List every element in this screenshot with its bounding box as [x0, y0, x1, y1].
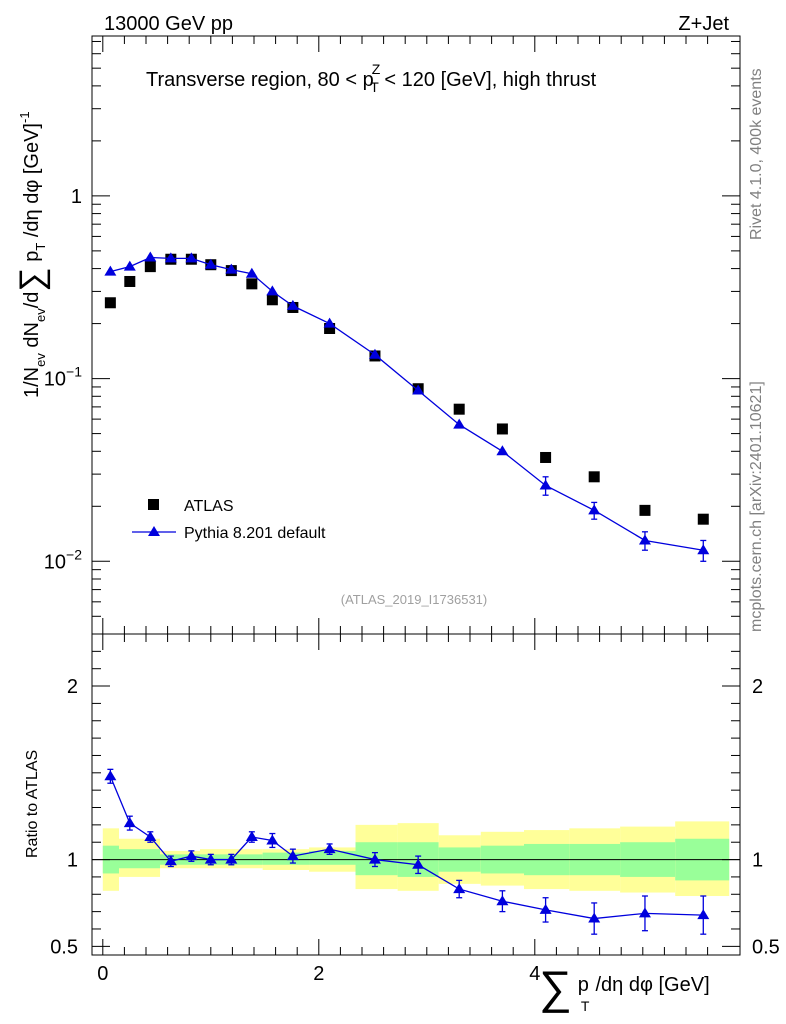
ratio-pythia-point	[185, 850, 198, 861]
ratio-pythia-point	[245, 831, 258, 842]
atlas-point	[124, 275, 136, 287]
ratio-pythia-point	[539, 903, 552, 914]
ratio-panel: 2 1 0.5 2 1 0.5 0 2 4 Ratio to ATLAS ∑ p T…	[24, 633, 780, 1014]
pythia-point	[453, 418, 466, 429]
legend-marker-atlas	[148, 499, 159, 510]
atlas-point	[266, 294, 278, 306]
pythia-point	[164, 252, 177, 263]
ratio-pythia-point	[453, 883, 466, 894]
pythia-point	[266, 285, 279, 296]
ratio-pythia-point	[266, 834, 279, 845]
ratio-pythia-point	[104, 770, 117, 781]
ratio-ytick-label-0.5: 0.5	[50, 936, 78, 958]
legend-label-pythia: Pythia 8.201 default	[184, 525, 326, 542]
xtick-label-4: 4	[529, 963, 540, 985]
legend: ATLAS Pythia 8.201 default	[132, 498, 326, 542]
xtick-labels: 0 2 4	[97, 963, 540, 985]
main-series	[104, 251, 710, 562]
ratio-series	[104, 768, 710, 935]
analysis-id-label: (ATLAS_2019_I1736531)	[341, 592, 487, 607]
pythia-point	[697, 544, 710, 555]
ratio-ytick-label-right-0.5: 0.5	[752, 936, 780, 958]
atlas-point	[324, 322, 336, 334]
pythia-point	[225, 263, 238, 274]
process-label: Z+Jet	[678, 13, 729, 35]
pythia-point	[368, 348, 381, 359]
ytick-label-1: 1	[71, 186, 82, 208]
legend-marker-pythia	[148, 526, 160, 536]
mcplots-label: mcplots.cern.ch [arXiv:2401.10621]	[748, 381, 765, 632]
ytick-label-0.01: 10−2	[44, 546, 82, 573]
ratio-ytick-labels: 2 1 0.5	[50, 676, 78, 958]
ytick-label-0.1: 10−1	[44, 364, 82, 391]
atlas-point	[144, 261, 156, 273]
pythia-point	[496, 445, 509, 456]
ratio-pythia-point	[204, 853, 217, 864]
legend-label-atlas: ATLAS	[184, 498, 234, 515]
ratio-ticks	[92, 634, 740, 955]
energy-label: 13000 GeV pp	[104, 13, 233, 35]
ratio-ytick-label-right-1: 1	[752, 850, 763, 872]
pythia-point	[185, 252, 198, 263]
chart-title: Transverse region, 80 < pZ T < 120 [GeV],…	[146, 61, 597, 95]
ratio-bands	[102, 821, 730, 897]
ratio-pythia-point	[323, 843, 336, 854]
ratio-pythia-point	[368, 853, 381, 864]
ratio-pythia-point	[697, 909, 710, 920]
main-ticks	[92, 36, 740, 635]
ratio-ytick-label-right-2: 2	[752, 676, 763, 698]
atlas-point	[246, 278, 258, 290]
ratio-y-axis-label: Ratio to ATLAS	[24, 750, 41, 858]
ratio-ytick-label-2: 2	[67, 676, 78, 698]
ratio-ytick-labels-right: 2 1 0.5	[752, 676, 780, 958]
main-ytick-labels: 1 10−1 10−2	[44, 186, 82, 573]
ratio-pythia-point	[286, 850, 299, 861]
atlas-point	[104, 297, 116, 309]
atlas-point	[496, 423, 508, 435]
x-axis-label: ∑ p T/dη dφ [GeV]	[539, 961, 710, 1014]
atlas-point	[697, 513, 709, 525]
main-y-axis-label: 1/Nev dNev/d∑ pT /dη dφ [GeV]-1	[13, 111, 51, 398]
ratio-pythia-point	[164, 855, 177, 866]
atlas-point	[453, 403, 465, 415]
rivet-version-label: Rivet 4.1.0, 400k events	[748, 68, 765, 240]
xtick-label-0: 0	[97, 963, 108, 985]
ratio-pythia-point	[496, 895, 509, 906]
ratio-band-inner	[309, 850, 356, 865]
main-panel: 1 10−1 10−2 Transverse region, 80 < pZ T …	[13, 35, 741, 635]
ratio-pythia-point	[225, 853, 238, 864]
pythia-point	[245, 267, 258, 278]
ratio-pythia-point	[588, 912, 601, 923]
xtick-label-2: 2	[313, 963, 324, 985]
atlas-point	[588, 471, 600, 483]
pythia-point	[204, 258, 217, 269]
pythia-point	[323, 317, 336, 328]
ratio-pythia-point	[144, 831, 157, 842]
ratio-pythia-point	[638, 907, 651, 918]
pythia-point	[539, 479, 552, 490]
atlas-point	[540, 451, 552, 463]
pythia-point	[104, 265, 117, 276]
ratio-band-inner	[119, 849, 161, 869]
ratio-pythia-point	[412, 858, 425, 869]
pythia-point	[588, 504, 601, 515]
pythia-point	[123, 260, 136, 271]
ratio-pythia-point	[123, 817, 136, 828]
pythia-point	[144, 251, 157, 262]
pythia-point	[638, 534, 651, 545]
ratio-ytick-label-1: 1	[67, 850, 78, 872]
pythia-point	[286, 299, 299, 310]
ratio-frame	[91, 633, 741, 956]
pythia-point	[412, 384, 425, 395]
atlas-point	[639, 504, 651, 516]
